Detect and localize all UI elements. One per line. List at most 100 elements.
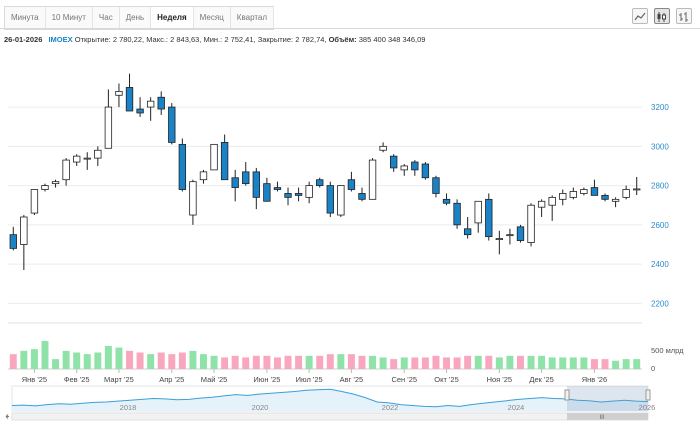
ohlc-info-bar: 26-01-2026 IMOEX Открытие: 2 780,22, Мак… [4,35,426,44]
candle-body [400,165,408,171]
candle-body [294,193,303,196]
navigator-area [12,389,648,411]
x-tick-label: Дек '25 [529,375,553,384]
volume-bar [305,355,313,369]
candle-body [231,177,239,188]
tabs-divider [0,28,700,29]
candle-body [62,159,70,181]
info-low-label: Мин.: [203,35,223,44]
navigator-scrollbar-track [11,412,649,421]
navigator-year-label: 2018 [120,403,137,412]
info-volume-label: Объём: [328,35,357,44]
candle-body [220,142,229,181]
volume-bar [210,355,218,369]
y-tick-label: 2800 [651,182,669,191]
volume-bar [612,360,620,369]
volume-bar [347,354,355,369]
volume-bar [527,355,535,369]
volume-bar [474,355,482,369]
candle-body [94,149,102,159]
volume-bar [284,355,292,369]
x-tick-label: Март '25 [104,375,134,384]
tab-minute[interactable]: Минута [5,7,46,29]
volume-bar [147,354,155,369]
volume-axis-label: 500 млрд [651,346,684,355]
tab-hour[interactable]: Час [92,7,120,29]
volume-bar [73,352,81,369]
candle-body [242,171,250,185]
info-close: 2 782,74 [295,35,325,44]
candle-body [125,87,134,112]
scroll-left-icon [5,414,9,419]
volume-bar [157,352,165,369]
volume-bar [569,357,577,369]
candle-body [263,183,271,202]
volume-bar [189,350,197,369]
tab-month[interactable]: Месяц [193,7,231,29]
x-tick-label: Июн '25 [253,375,280,384]
volume-bar [295,355,303,369]
candle-body [51,181,60,185]
candle-body [284,193,292,198]
candle-body [358,193,366,200]
period-tabs: Минута 10 Минут Час День Неделя Месяц Кв… [4,6,275,30]
volume-bar [390,359,398,369]
volume-bar [506,355,514,369]
volume-bar [622,359,630,369]
candle-body [569,191,577,198]
navigator-frame [11,385,649,412]
x-tick-label: Авг '25 [340,375,364,384]
bar-chart-icon[interactable] [676,8,692,24]
candle-body [485,198,493,238]
navigator-line [11,388,649,408]
volume-bar [559,357,567,369]
candle-body [432,177,440,194]
info-close-label: Закрытие: [257,35,294,44]
candle-body [559,193,567,200]
candle-body [157,96,165,110]
navigator-year-label: 2024 [508,403,525,412]
volume-bar [30,349,38,369]
scrollbar-grip[interactable]: III [599,415,604,421]
x-tick-label: Янв '25 [22,375,47,384]
candle-body [316,179,324,186]
info-high-label: Макс.: [146,35,168,44]
candle-body [41,185,49,190]
tab-10-minutes[interactable]: 10 Минут [45,7,93,29]
candlestick-icon[interactable] [654,8,670,24]
tab-quarter[interactable]: Квартал [230,7,275,29]
navigator-year-label: 2026 [639,403,656,412]
volume-bar [115,347,123,369]
info-low: 2 752,41 [224,35,254,44]
x-tick-label: Июл '25 [296,375,323,384]
candle-body [548,196,556,206]
volume-bar [104,345,112,369]
candle-body [210,143,218,171]
volume-bar [273,357,281,369]
x-tick-label: Ноя '25 [487,375,513,384]
candle-body [590,187,599,196]
volume-bar [221,357,229,369]
navigator-year-label: 2022 [382,403,399,412]
line-chart-icon[interactable] [632,8,648,24]
candle-body [379,145,387,151]
volume-bar [580,357,588,369]
tab-week[interactable]: Неделя [151,7,194,29]
candle-body [390,155,398,169]
navigator-year-label: 2020 [252,403,269,412]
candle-body [83,157,91,160]
volume-bar [316,355,324,369]
x-tick-label: Фев '25 [64,375,90,384]
candle-body [30,189,39,214]
candle-body [136,108,144,114]
volume-bar [52,359,60,369]
candle-body [495,238,504,240]
candle-body [168,106,176,143]
tab-day[interactable]: День [119,7,152,29]
candle-body [189,181,197,216]
candle-body [146,100,155,108]
candle-body [474,200,482,224]
volume-bar [538,355,546,369]
candle-body [463,228,472,236]
